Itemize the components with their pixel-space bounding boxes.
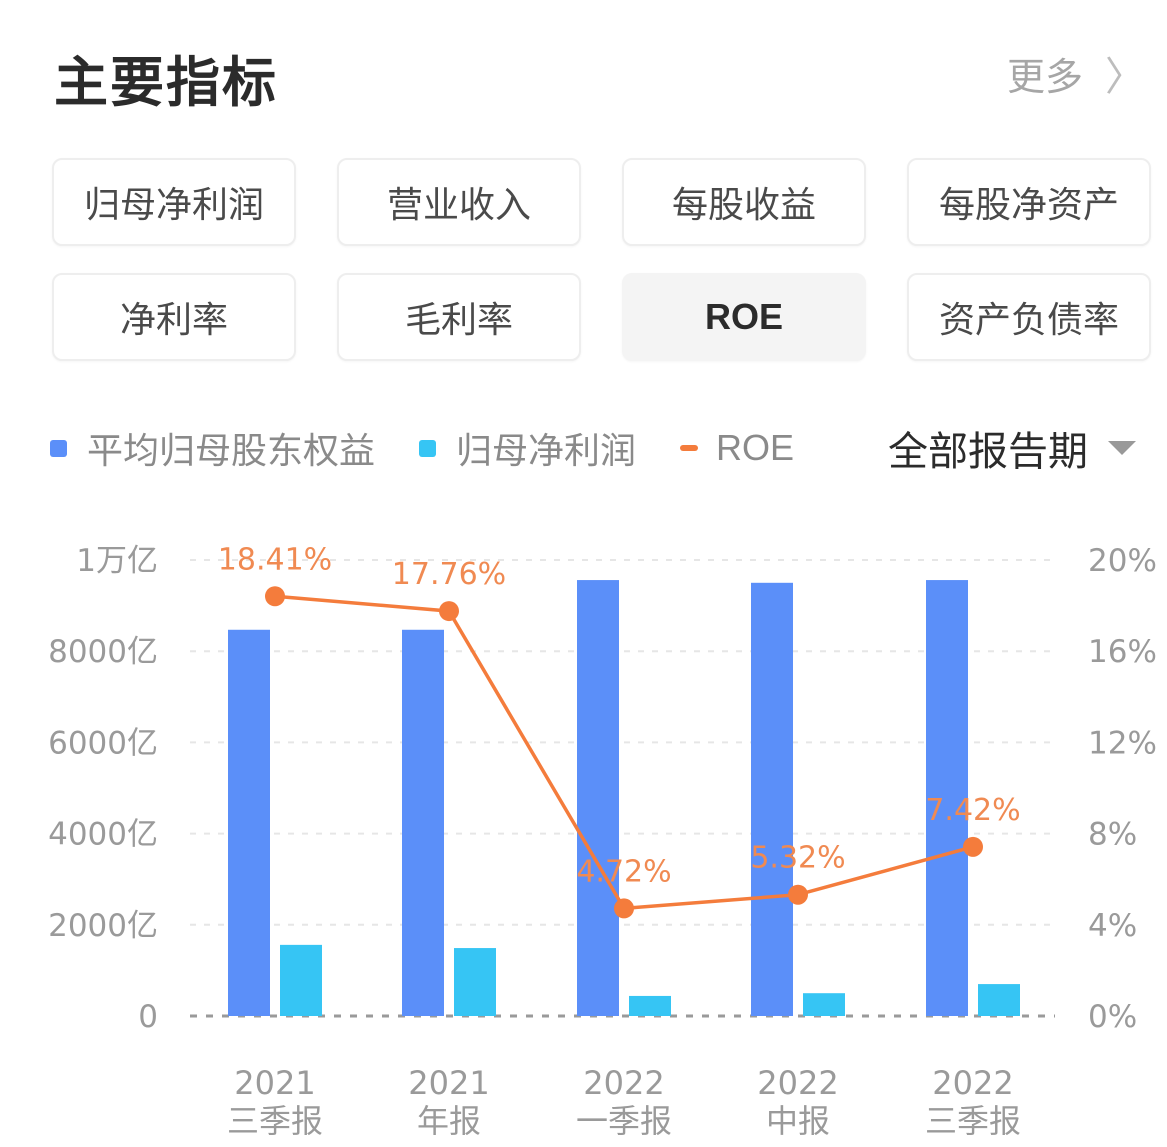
bar-profit xyxy=(454,948,496,1016)
bar-profit xyxy=(803,993,845,1016)
more-label: 更多 xyxy=(1006,54,1083,99)
bar-equity xyxy=(228,629,270,1016)
x-tick-period: 三季报 xyxy=(227,1102,323,1140)
roe-data-label: 17.76% xyxy=(392,557,506,592)
roe-data-label: 18.41% xyxy=(218,542,332,577)
y-right-tick: 4% xyxy=(1088,908,1137,944)
chevron-right-icon: 〉 xyxy=(1105,54,1145,100)
legend-item-profit[interactable]: 归母净利润 xyxy=(419,422,636,474)
legend-label: 归母净利润 xyxy=(456,431,637,472)
page-title: 主要指标 xyxy=(54,51,278,114)
tab-4[interactable]: 净利率 xyxy=(52,273,296,361)
tab-6[interactable]: ROE xyxy=(622,273,866,361)
tab-1[interactable]: 营业收入 xyxy=(337,158,581,246)
indicator-tabs: 归母净利润 营业收入 每股收益 每股净资产净利率 毛利率 ROE 资产负债率 xyxy=(52,158,1152,361)
roe-data-label: 5.32% xyxy=(750,841,845,876)
legend-swatch-equity xyxy=(50,439,67,457)
chart-legend: 平均归母股东权益 归母净利润 ROE xyxy=(50,420,838,476)
caret-down-icon xyxy=(1108,441,1136,455)
y-right-tick: 16% xyxy=(1088,634,1157,670)
bar-equity xyxy=(402,629,444,1016)
x-tick-year: 2022 xyxy=(583,1064,664,1102)
bar-equity xyxy=(577,580,619,1016)
roe-point xyxy=(265,586,285,607)
y-right-tick: 12% xyxy=(1088,725,1157,761)
legend-label: ROE xyxy=(716,427,795,468)
period-label: 全部报告期 xyxy=(888,429,1088,475)
tab-2[interactable]: 每股收益 xyxy=(622,158,866,246)
bar-profit xyxy=(629,995,671,1016)
y-left-tick: 0 xyxy=(138,999,158,1035)
y-left-tick: 6000亿 xyxy=(48,725,158,761)
x-tick-year: 2021 xyxy=(408,1064,489,1102)
roe-data-label: 4.72% xyxy=(576,854,671,889)
roe-data-label: 7.42% xyxy=(925,793,1020,828)
legend-swatch-profit xyxy=(419,439,437,457)
bar-profit xyxy=(280,944,322,1016)
x-tick-period: 中报 xyxy=(766,1102,830,1140)
tab-7[interactable]: 资产负债率 xyxy=(907,273,1151,361)
y-left-tick: 8000亿 xyxy=(48,634,158,670)
legend-label: 平均归母股东权益 xyxy=(87,431,376,472)
tab-0[interactable]: 归母净利润 xyxy=(52,158,296,246)
roe-point xyxy=(439,601,459,622)
x-tick-year: 2022 xyxy=(757,1064,838,1102)
bar-equity xyxy=(751,582,793,1016)
y-left-tick: 4000亿 xyxy=(48,817,158,853)
tab-3[interactable]: 每股净资产 xyxy=(907,158,1151,246)
x-tick-year: 2022 xyxy=(932,1064,1013,1102)
bar-profit xyxy=(978,984,1020,1016)
y-right-tick: 20% xyxy=(1088,543,1157,579)
legend-item-equity[interactable]: 平均归母股东权益 xyxy=(50,422,375,474)
y-left-tick: 1万亿 xyxy=(76,543,158,579)
roe-point xyxy=(614,898,634,919)
x-tick-period: 三季报 xyxy=(925,1102,1021,1140)
legend-line-roe xyxy=(680,445,699,451)
y-right-tick: 8% xyxy=(1088,817,1137,853)
roe-combo-chart: 0 0% 2000亿 4% 4000亿 8% 6000亿 12% 8000亿 16% 1万亿 20% 1… xyxy=(48,542,1157,1140)
more-link[interactable]: 更多 〉 xyxy=(1007,44,1145,102)
roe-point xyxy=(963,836,983,857)
x-tick-period: 年报 xyxy=(417,1102,481,1140)
period-dropdown[interactable]: 全部报告期 xyxy=(888,420,1136,476)
x-tick-period: 一季报 xyxy=(576,1102,672,1140)
x-tick-year: 2021 xyxy=(234,1064,315,1102)
y-left-tick: 2000亿 xyxy=(48,908,158,944)
roe-point xyxy=(788,884,808,905)
bar-equity xyxy=(926,580,968,1016)
y-right-tick: 0% xyxy=(1088,999,1137,1035)
legend-item-roe[interactable]: ROE xyxy=(680,427,794,469)
tab-5[interactable]: 毛利率 xyxy=(337,273,581,361)
